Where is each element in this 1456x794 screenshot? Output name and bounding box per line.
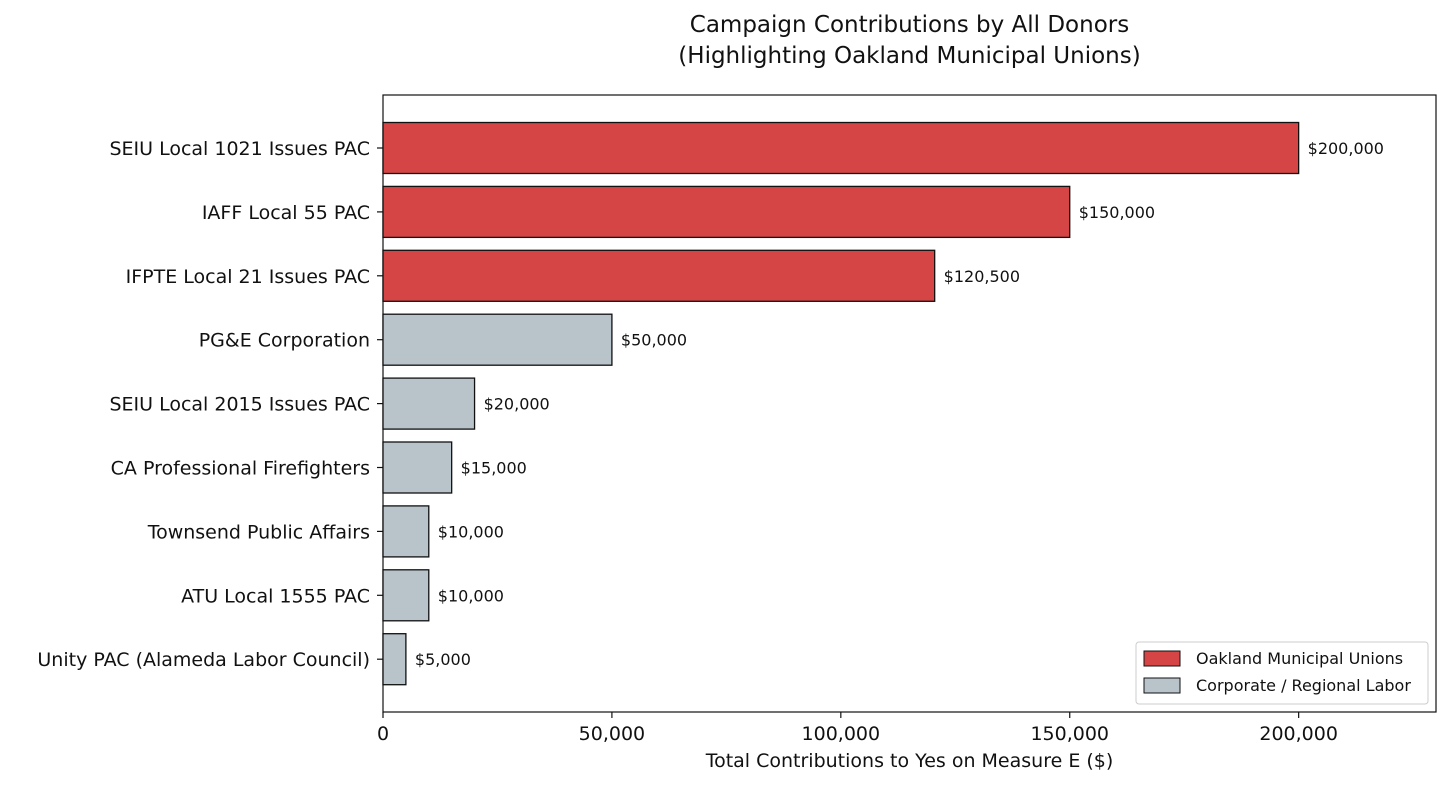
category-label: Townsend Public Affairs	[147, 521, 370, 543]
category-label: PG&E Corporation	[199, 330, 370, 352]
bar-1	[382, 185, 1071, 239]
bar-8	[382, 633, 407, 686]
x-tick-label: 0	[377, 723, 389, 745]
category-label: IAFF Local 55 PAC	[202, 202, 370, 224]
value-label: $120,500	[944, 267, 1020, 286]
value-label: $50,000	[621, 331, 687, 350]
category-label: SEIU Local 1021 Issues PAC	[109, 138, 370, 160]
x-tick-label: 50,000	[579, 723, 645, 745]
x-tick-label: 200,000	[1259, 723, 1338, 745]
x-tick-label: 100,000	[802, 723, 881, 745]
value-label: $10,000	[438, 586, 504, 605]
category-label: Unity PAC (Alameda Labor Council)	[37, 649, 370, 671]
value-label: $15,000	[461, 459, 527, 478]
category-label: ATU Local 1555 PAC	[181, 585, 370, 607]
legend-swatch	[1143, 677, 1181, 694]
value-label: $150,000	[1079, 203, 1155, 222]
bar-7	[382, 569, 430, 622]
bar-2	[382, 249, 936, 302]
category-label: CA Professional Firefighters	[111, 458, 370, 480]
category-label: IFPTE Local 21 Issues PAC	[126, 266, 370, 288]
legend-box	[1135, 641, 1429, 705]
bar-5	[382, 441, 453, 494]
legend-entry: Oakland Municipal Unions	[1196, 649, 1403, 668]
value-label: $5,000	[415, 650, 471, 669]
legend-swatch	[1143, 650, 1181, 667]
chart-title-block: Campaign Contributions by All Donors (Hi…	[383, 10, 1436, 72]
bar-0	[382, 121, 1300, 175]
bar-6	[382, 505, 430, 558]
x-axis-label: Total Contributions to Yes on Measure E …	[705, 750, 1114, 772]
bar-4	[382, 377, 476, 430]
chart-subtitle: (Highlighting Oakland Municipal Unions)	[678, 43, 1141, 69]
value-label: $10,000	[438, 522, 504, 541]
x-tick-label: 150,000	[1030, 723, 1109, 745]
chart-title: Campaign Contributions by All Donors	[689, 12, 1130, 38]
legend-entry: Corporate / Regional Labor	[1196, 676, 1411, 695]
category-label: SEIU Local 2015 Issues PAC	[109, 394, 370, 416]
bar-3	[382, 313, 613, 366]
value-label: $200,000	[1308, 139, 1384, 158]
value-label: $20,000	[484, 395, 550, 414]
